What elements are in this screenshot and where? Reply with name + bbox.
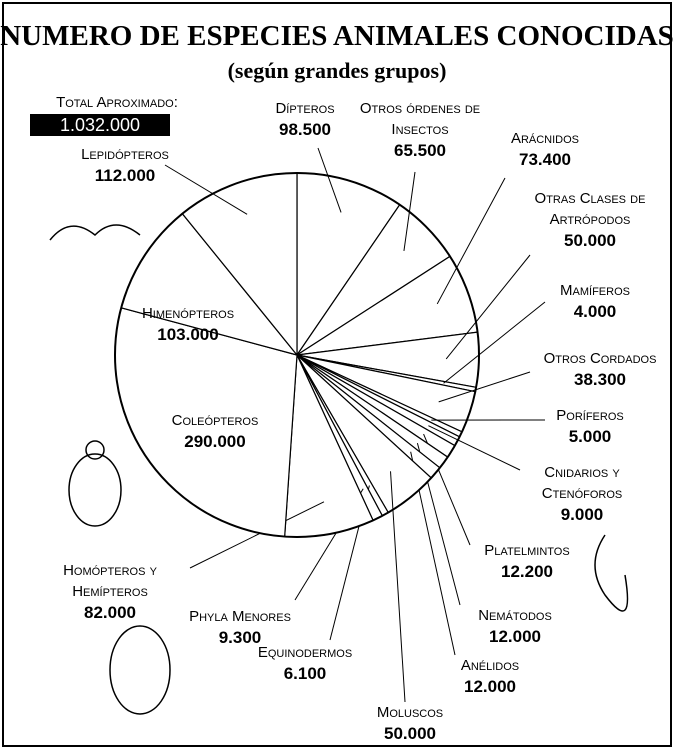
value-label: 12.000 <box>464 677 516 696</box>
value-label: 103.000 <box>157 325 219 344</box>
leader-line <box>438 371 531 403</box>
category-name: Lepidópteros <box>81 146 169 163</box>
category-name: Equinodermos <box>257 644 353 661</box>
value-label: 50.000 <box>564 231 616 250</box>
slice-label: Cnidarios y Ctenóforos 9.000 <box>517 462 647 525</box>
category-name: Phyla Menores <box>189 608 291 625</box>
category-name: Poríferos <box>556 407 624 424</box>
slice-label: Phyla Menores 9.300 <box>170 606 310 648</box>
leader-line <box>317 147 342 213</box>
total-label: Total Aproximado: <box>56 94 178 111</box>
slice-label: Homópteros y Hemípteros 82.000 <box>40 560 180 623</box>
category-name: Anélidos <box>460 657 520 674</box>
value-label: 4.000 <box>573 302 617 321</box>
value-label: 9.300 <box>218 628 262 647</box>
leader-line <box>189 501 325 569</box>
category-name: Dípteros <box>275 100 335 117</box>
slice-label: Coleópteros 290.000 <box>145 410 285 452</box>
category-name: Otras Clases de Artrópodos <box>534 190 646 228</box>
chart-title: NUMERO DE ESPECIES ANIMALES CONOCIDAS <box>0 20 674 52</box>
category-name: Moluscos <box>376 704 444 721</box>
slice-label: Nemátodos 12.000 <box>460 605 570 647</box>
leader-line <box>164 164 248 215</box>
slice-label: Otras Clases de Artrópodos 50.000 <box>520 188 660 251</box>
leader-line <box>443 301 546 384</box>
value-label: 12.200 <box>501 562 553 581</box>
value-label: 9.000 <box>560 505 604 524</box>
category-name: Coleópteros <box>171 412 259 429</box>
category-name: Nemátodos <box>478 607 552 624</box>
slice-label: Platelmintos 12.200 <box>467 540 587 582</box>
slice-label: Poríferos 5.000 <box>535 405 645 447</box>
category-name: Cnidarios y Ctenóforos <box>541 464 623 502</box>
category-name: Otros órdenes de Insectos <box>359 100 481 138</box>
category-name: Homópteros y Hemípteros <box>63 562 157 600</box>
leader-line <box>428 425 521 471</box>
slice-label: Moluscos 50.000 <box>355 702 465 744</box>
slice-label: Otros órdenes de Insectos 65.500 <box>350 98 490 161</box>
value-label: 50.000 <box>384 724 436 743</box>
total-value: 1.032.000 <box>30 114 170 136</box>
slice-label: Lepidópteros 112.000 <box>60 144 190 186</box>
slice-label: Equinodermos 6.100 <box>245 642 365 684</box>
slice-label: Mamíferos 4.000 <box>540 280 650 322</box>
value-label: 290.000 <box>184 432 246 451</box>
slice-label: Himenópteros 103.000 <box>118 303 258 345</box>
category-name: Himenópteros <box>141 305 235 322</box>
slice-label: Arácnidos 73.400 <box>490 128 600 170</box>
slice-label: Otros Cordados 38.300 <box>530 348 670 390</box>
category-name: Otros Cordados <box>543 350 657 367</box>
value-label: 38.300 <box>574 370 626 389</box>
category-name: Arácnidos <box>510 130 580 147</box>
value-label: 6.100 <box>283 664 327 683</box>
value-label: 82.000 <box>84 603 136 622</box>
value-label: 112.000 <box>94 166 156 185</box>
leader-line <box>445 254 531 360</box>
slice-label: Dípteros 98.500 <box>245 98 365 140</box>
leader-line <box>436 177 506 305</box>
category-name: Platelmintos <box>484 542 570 559</box>
pie-outline <box>114 172 480 538</box>
value-label: 12.000 <box>489 627 541 646</box>
chart-subtitle: (según grandes grupos) <box>227 58 447 83</box>
category-name: Mamíferos <box>560 282 630 299</box>
value-label: 73.400 <box>519 150 571 169</box>
value-label: 65.500 <box>394 141 446 160</box>
value-label: 98.500 <box>279 120 331 139</box>
value-label: 5.000 <box>568 427 612 446</box>
slice-label: Anélidos 12.000 <box>440 655 540 697</box>
